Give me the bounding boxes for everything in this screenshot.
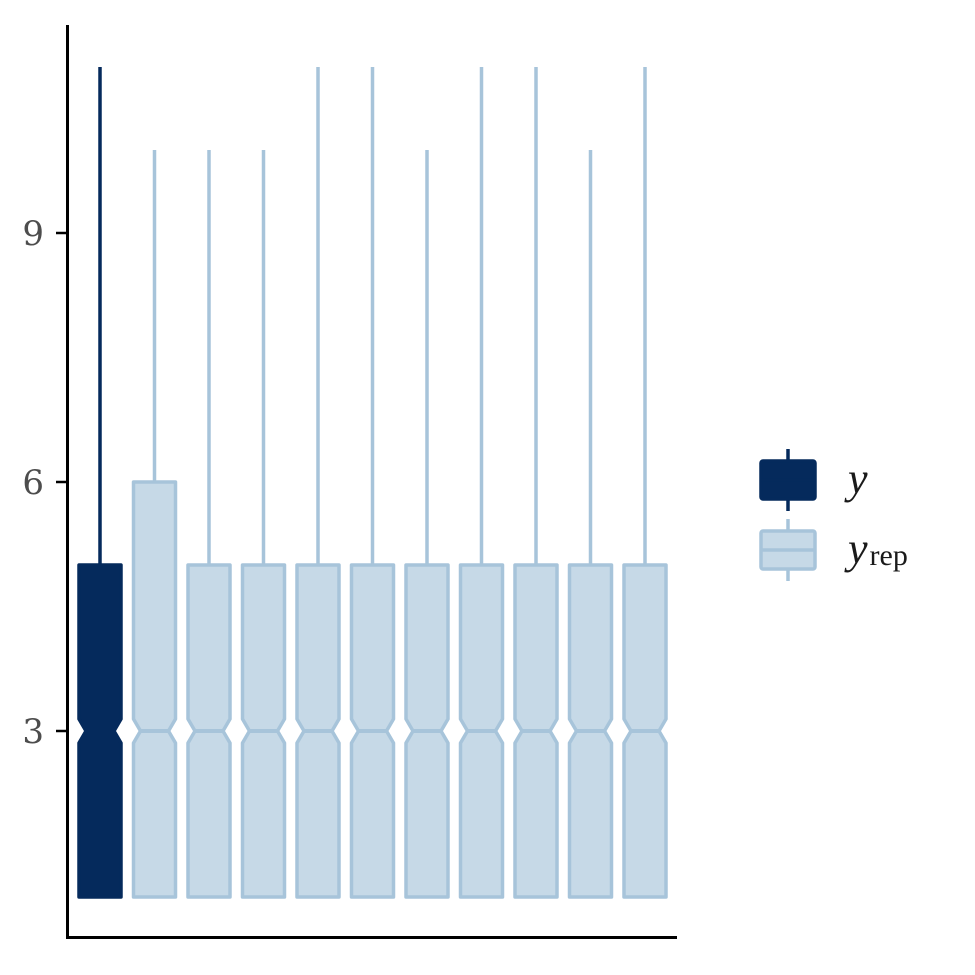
boxes-layer <box>77 67 668 899</box>
box-y-rep <box>513 67 559 899</box>
y-ticks: 3 6 9 <box>22 214 67 752</box>
axes-layer <box>66 25 677 939</box>
box-y-rep <box>349 67 396 899</box>
box-body <box>131 480 178 899</box>
legend-label-subscript: rep <box>870 539 908 572</box>
box-y-rep <box>622 67 668 899</box>
legend-item-y-rep: yrep <box>759 519 908 581</box>
legend-item-y: y <box>759 449 868 511</box>
box-y-rep <box>458 67 505 899</box>
box-y-rep <box>404 150 450 899</box>
box-y-rep <box>567 150 614 899</box>
y-tick-label: 6 <box>22 463 44 503</box>
legend-label: y <box>844 454 868 503</box>
y-tick-label: 9 <box>22 214 44 254</box>
box-y <box>77 67 123 899</box>
box-y-rep <box>131 150 178 899</box>
box-y-rep <box>295 67 341 899</box>
y-tick-label: 3 <box>22 712 44 752</box>
legend-label: yrep <box>844 524 908 573</box>
box-y-rep <box>240 150 287 899</box>
legend: y yrep <box>759 449 908 581</box>
box-y-rep <box>186 150 232 899</box>
